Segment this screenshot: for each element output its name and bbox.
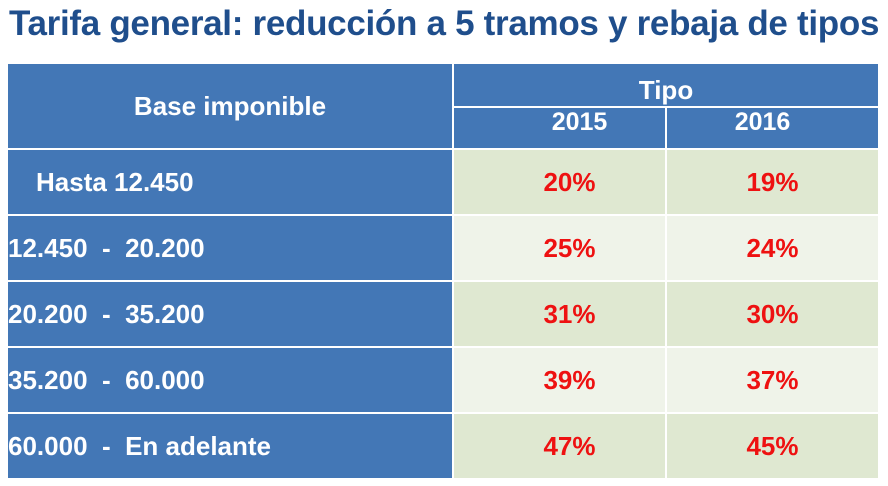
table-row: Hasta 12.450 20% 19% <box>6 148 880 216</box>
rate-2016: 45% <box>665 412 880 480</box>
header-year-2016: 2016 <box>665 106 880 150</box>
tax-rate-table: Base imponible Tipo 2015 2016 Hasta 12.4… <box>6 62 880 480</box>
header-tipo: Tipo <box>452 62 880 108</box>
header-base-imponible: Base imponible <box>6 62 454 150</box>
rate-2015: 31% <box>452 280 667 348</box>
band-label: 20.200 - 35.200 <box>6 280 454 348</box>
table-row: 35.200 - 60.000 39% 37% <box>6 346 880 414</box>
band-label: 60.000 - En adelante <box>6 412 454 480</box>
rate-2015: 25% <box>452 214 667 282</box>
rate-2015: 20% <box>452 148 667 216</box>
table-row: 60.000 - En adelante 47% 45% <box>6 412 880 480</box>
band-label: 12.450 - 20.200 <box>6 214 454 282</box>
rate-2016: 19% <box>665 148 880 216</box>
table-row: 20.200 - 35.200 31% 30% <box>6 280 880 348</box>
page-title: Tarifa general: reducción a 5 tramos y r… <box>9 4 880 43</box>
band-label: 35.200 - 60.000 <box>6 346 454 414</box>
header-year-2015: 2015 <box>452 106 667 150</box>
table-row: 12.450 - 20.200 25% 24% <box>6 214 880 282</box>
rate-2016: 37% <box>665 346 880 414</box>
rate-2015: 47% <box>452 412 667 480</box>
rate-2015: 39% <box>452 346 667 414</box>
rate-2016: 30% <box>665 280 880 348</box>
band-label: Hasta 12.450 <box>6 148 454 216</box>
rate-2016: 24% <box>665 214 880 282</box>
